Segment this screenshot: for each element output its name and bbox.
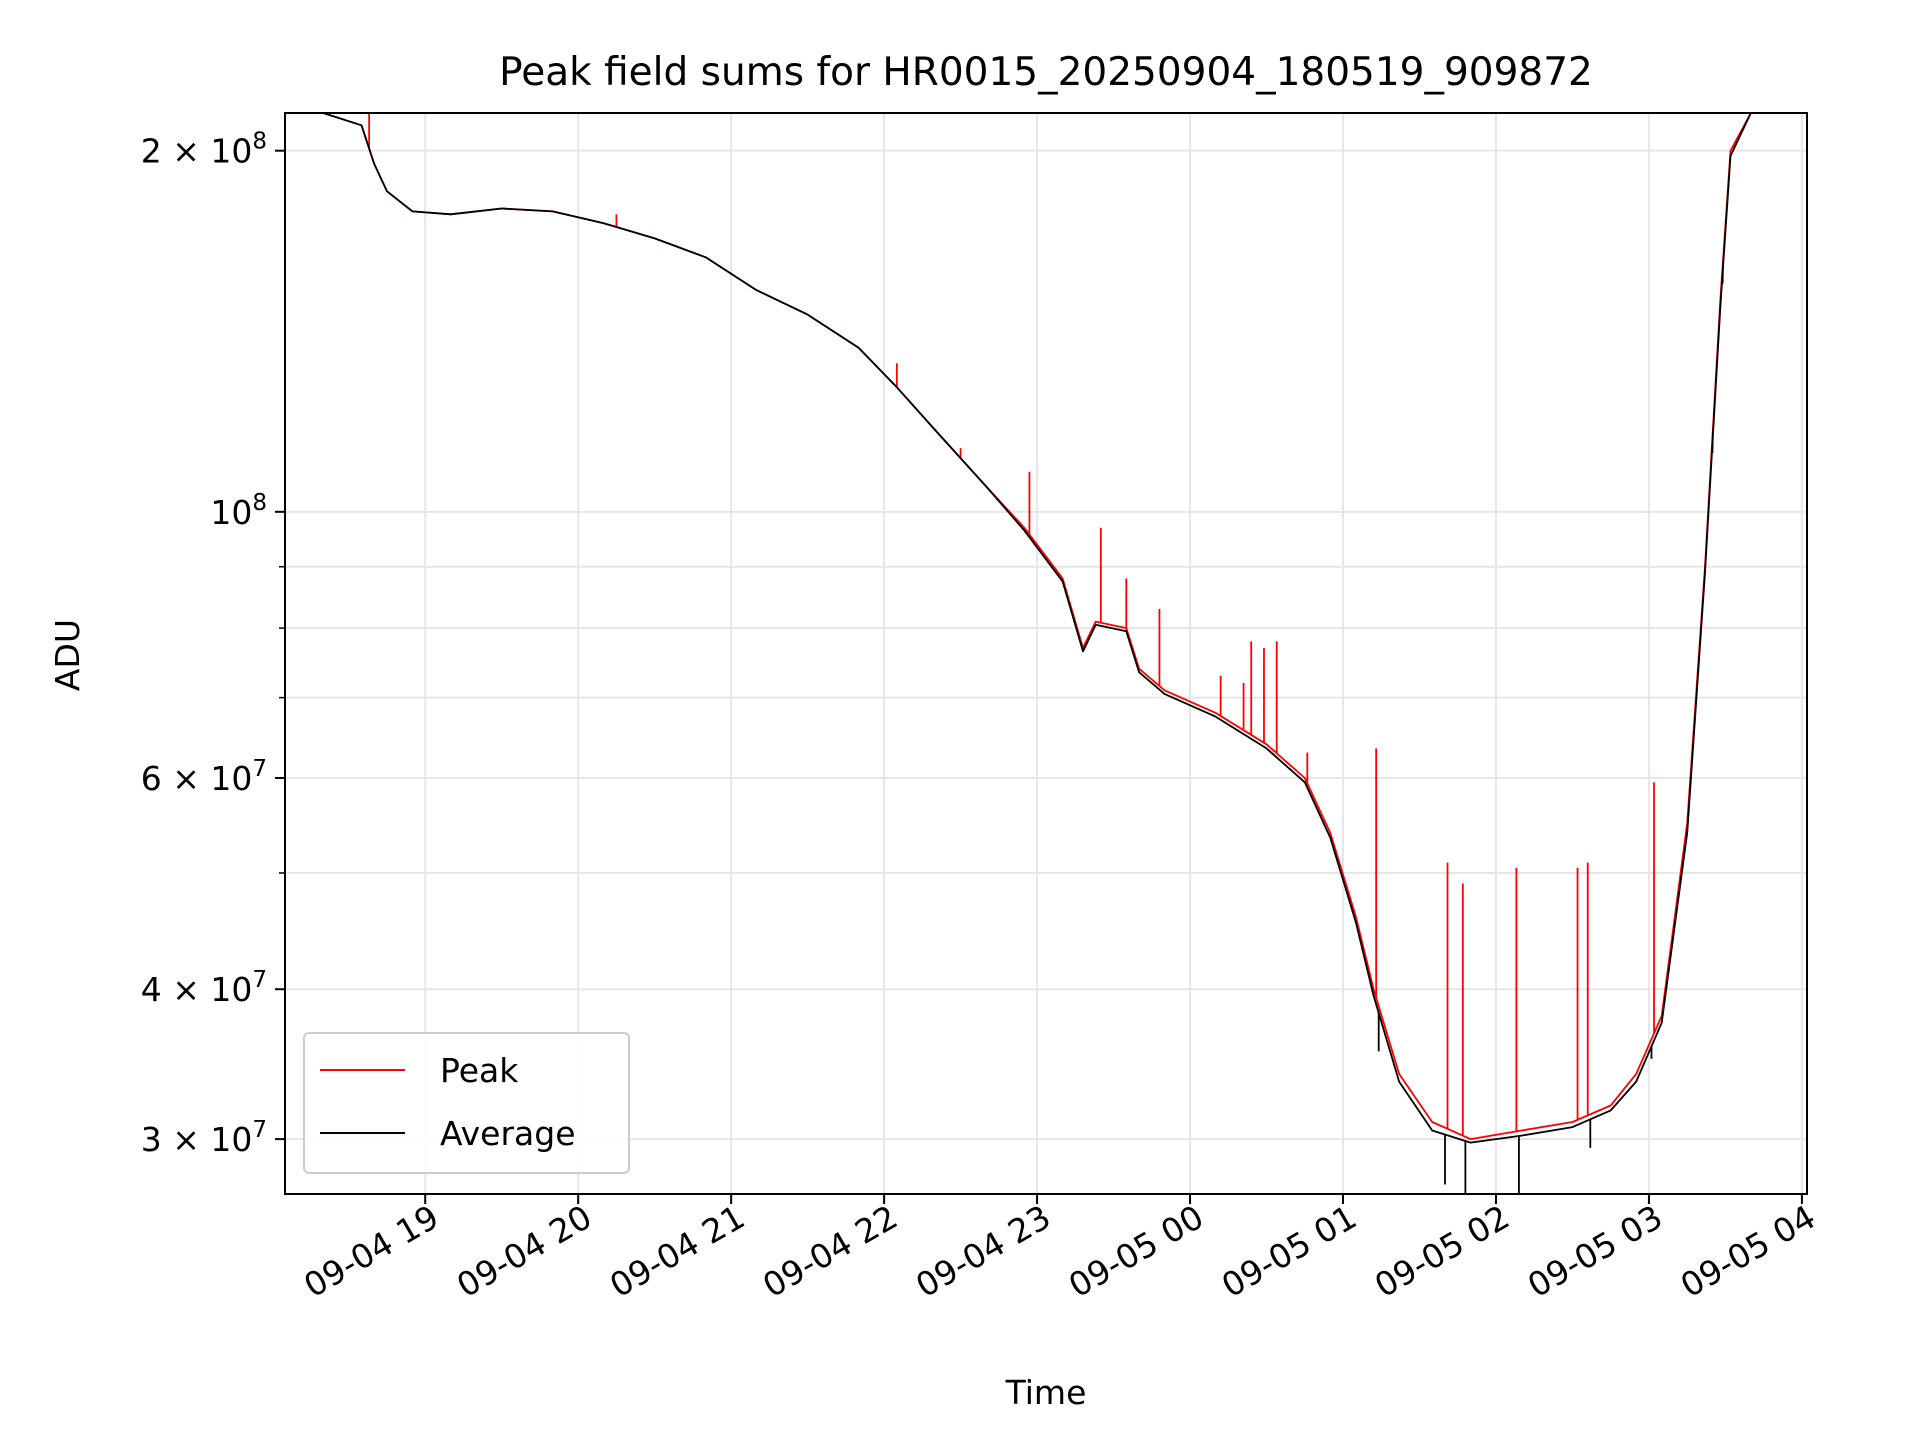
axes-frame bbox=[284, 112, 1808, 1195]
y-tick-label: 3 × 107 bbox=[141, 1117, 267, 1159]
y-tick-label: 108 bbox=[210, 490, 267, 532]
legend-average-label: Average bbox=[440, 1114, 576, 1153]
legend: Peak Average bbox=[303, 1032, 630, 1174]
legend-peak-label: Peak bbox=[440, 1051, 519, 1090]
series-average-line bbox=[285, 113, 1807, 1144]
chart-title: Peak field sums for HR0015_20250904_1805… bbox=[499, 50, 1593, 95]
plot-area bbox=[285, 113, 1807, 1194]
x-axis-label: Time bbox=[1005, 1373, 1087, 1412]
series-peak bbox=[285, 113, 1807, 1140]
grid bbox=[285, 113, 1807, 1194]
y-axis-label: ADU bbox=[48, 619, 87, 691]
legend-box bbox=[303, 1032, 630, 1174]
y-tick-label: 2 × 108 bbox=[141, 129, 267, 171]
y-tick-label: 6 × 107 bbox=[141, 756, 267, 798]
y-tick-label: 4 × 107 bbox=[141, 967, 267, 1009]
series-average bbox=[285, 113, 1807, 1194]
y-axis: 3 × 107 4 × 107 6 × 107 108 2 × 108 bbox=[141, 129, 285, 1159]
